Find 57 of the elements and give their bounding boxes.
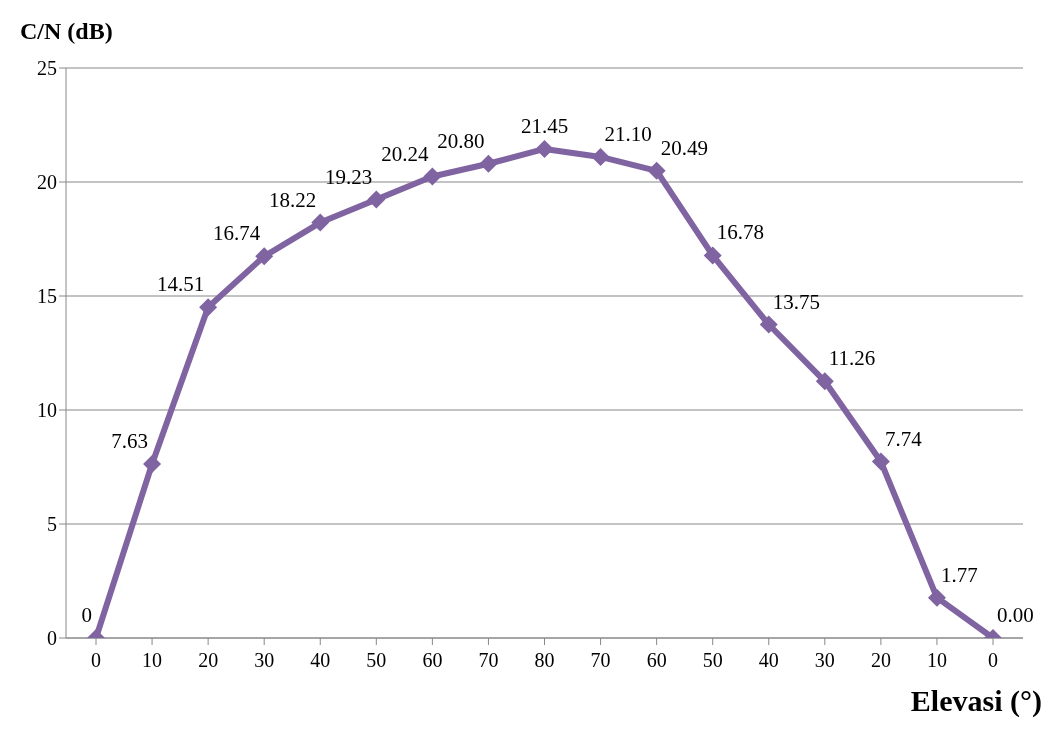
point (703, 246, 722, 265)
x-tick-label: 0 (988, 649, 998, 672)
data-label: 20.49 (660, 135, 708, 160)
point (647, 161, 666, 180)
x-tick-label: 50 (702, 649, 723, 672)
data-label: 20.24 (381, 141, 429, 166)
data-label: 0.00 (997, 603, 1034, 627)
data-label: 21.45 (520, 113, 569, 138)
point (815, 372, 834, 391)
y-tick-label: 25 (37, 57, 57, 80)
x-tick-label: 10 (926, 649, 947, 672)
x-tick-label: 20 (870, 649, 891, 672)
data-label: 1.77 (940, 562, 978, 587)
point (535, 139, 554, 158)
x-tick-label: 30 (254, 649, 275, 672)
point (927, 588, 946, 607)
point (199, 298, 218, 317)
point (423, 167, 442, 186)
point (255, 247, 274, 266)
data-label: 19.23 (325, 164, 373, 189)
x-tick-label: 70 (590, 649, 611, 672)
data-label: 13.75 (772, 289, 820, 314)
data-label: 16.74 (212, 221, 261, 246)
data-label: 18.22 (269, 187, 317, 212)
x-tick-label: 40 (758, 649, 779, 672)
point (367, 190, 386, 209)
x-tick-label: 0 (91, 649, 101, 672)
x-tick-label: 20 (198, 649, 219, 672)
y-axis-title: C/N (dB) (20, 18, 113, 45)
y-tick-label: 20 (37, 171, 57, 194)
y-tick-label: 0 (47, 627, 57, 650)
y-tick-label: 15 (37, 285, 57, 308)
point (759, 315, 778, 334)
x-tick-label: 60 (646, 649, 667, 672)
x-tick-label: 70 (478, 649, 499, 672)
x-tick-label: 60 (422, 649, 443, 672)
data-label: 20.80 (437, 128, 485, 153)
data-label: 7.63 (111, 429, 149, 454)
x-tick-label: 40 (310, 649, 331, 672)
data-label: 14.51 (156, 272, 205, 297)
point (479, 154, 498, 173)
data-label: 11.26 (828, 346, 876, 371)
x-tick-label: 10 (142, 649, 163, 672)
y-tick-label: 5 (47, 513, 57, 536)
point (871, 452, 890, 471)
data-label: 16.78 (716, 220, 764, 245)
data-label: 21.10 (604, 121, 652, 146)
x-axis-title: Elevasi (°) (910, 684, 1042, 718)
point (311, 213, 330, 232)
x-tick-label: 50 (366, 649, 387, 672)
point (591, 147, 610, 166)
point (143, 455, 162, 474)
x-tick-label: 80 (534, 649, 555, 672)
data-label: 7.74 (884, 426, 923, 451)
data-label: 0 (81, 603, 92, 627)
x-tick-label: 30 (814, 649, 835, 672)
y-tick-label: 10 (37, 399, 57, 422)
